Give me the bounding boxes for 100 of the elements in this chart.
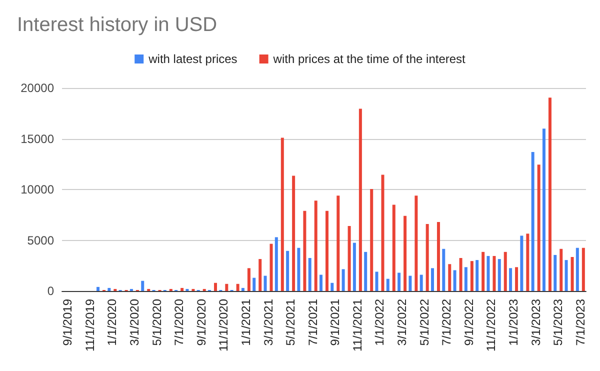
bar: [548, 98, 552, 291]
bar: [453, 270, 456, 291]
bar: [426, 224, 429, 291]
bar: [258, 259, 262, 291]
bar: [430, 268, 434, 291]
bar: [381, 174, 384, 291]
x-tick-label: 7/1/2023: [573, 298, 588, 346]
bar: [386, 278, 390, 291]
bar: [375, 272, 378, 291]
bar: [236, 284, 240, 291]
bar: [398, 272, 401, 291]
x-tick-label: 5/1/2020: [150, 298, 164, 346]
bar: [564, 260, 568, 291]
x-tick-label: 11/1/2021: [350, 298, 364, 352]
x-tick-label: 1/1/2021: [238, 298, 253, 346]
bar: [486, 256, 490, 291]
bar: [330, 282, 334, 291]
bar: [464, 267, 468, 291]
y-tick-label: 10000: [20, 182, 54, 196]
bar: [286, 250, 290, 291]
bar: [274, 237, 278, 291]
legend-label: with latest prices: [148, 52, 238, 66]
bar: [364, 252, 368, 291]
bar: [108, 288, 111, 291]
y-tick-label: 5000: [27, 233, 54, 248]
bar: [180, 288, 184, 291]
bar: [292, 176, 296, 291]
bar: [392, 204, 396, 291]
bar: [404, 216, 407, 291]
bar: [554, 254, 557, 291]
bar: [252, 278, 256, 291]
bar: [515, 267, 518, 291]
bar: [270, 244, 273, 291]
legend-label: with prices at the time of the interest: [272, 52, 466, 66]
bar: [342, 269, 345, 291]
bar: [470, 261, 474, 291]
bar: [264, 276, 267, 291]
bar: [531, 152, 534, 291]
x-tick-label: 11/1/2020: [216, 298, 231, 352]
bar: [308, 258, 312, 291]
bar: [314, 200, 318, 291]
y-tick-label: 15000: [20, 132, 54, 146]
bar: [247, 268, 250, 291]
bar: [504, 252, 507, 291]
bar: [442, 248, 446, 291]
x-tick-label: 5/1/2023: [551, 298, 566, 346]
bar: [476, 260, 479, 291]
bar: [420, 274, 423, 291]
chart-title: Interest history in USD: [17, 14, 218, 36]
x-tick-label: 9/1/2020: [194, 298, 208, 346]
bar: [370, 188, 374, 291]
bar: [358, 108, 362, 291]
x-tick-label: 9/1/2021: [328, 298, 342, 346]
bar: [280, 138, 284, 291]
bar: [498, 259, 501, 291]
bar: [542, 128, 546, 291]
bar: [96, 286, 100, 291]
bar: [576, 248, 579, 291]
bar: [560, 248, 563, 291]
bar: [537, 164, 540, 291]
y-tick-label: 20000: [20, 81, 54, 95]
bar: [297, 248, 300, 291]
x-tick-label: 11/1/2022: [484, 298, 498, 352]
x-tick-label: 5/1/2022: [417, 298, 432, 346]
bar: [414, 196, 418, 291]
x-tick-label: 3/1/2022: [395, 298, 410, 346]
bar: [303, 210, 306, 291]
x-tick-label: 9/1/2022: [462, 298, 476, 346]
bar: [408, 276, 412, 291]
bar: [348, 226, 351, 291]
x-tick-label: 3/1/2021: [261, 298, 276, 346]
x-tick-label: 7/1/2021: [306, 298, 320, 346]
bar: [448, 264, 452, 291]
bar: [214, 282, 218, 291]
bar: [336, 196, 340, 291]
bar: [241, 288, 244, 291]
bar: [436, 222, 440, 291]
x-tick-label: 1/1/2022: [372, 298, 387, 346]
x-tick-label: 7/1/2022: [440, 298, 454, 346]
bar: [482, 252, 485, 291]
bar: [320, 274, 322, 291]
x-tick-label: 5/1/2021: [284, 298, 298, 346]
bar: [141, 280, 144, 291]
bar: [526, 234, 530, 291]
x-tick-label: 3/1/2023: [528, 298, 543, 346]
y-tick-label: 0: [47, 284, 54, 298]
bar: [225, 284, 228, 291]
x-tick-label: 7/1/2020: [172, 298, 186, 346]
x-tick-label: 1/1/2023: [506, 298, 521, 346]
bar: [492, 256, 496, 291]
bar: [570, 257, 574, 291]
bar: [326, 210, 328, 291]
x-tick-label: 1/1/2020: [105, 298, 120, 346]
bar: [520, 236, 524, 291]
bar: [459, 258, 462, 291]
x-tick-label: 3/1/2020: [127, 298, 142, 346]
x-tick-label: 9/1/2019: [60, 298, 75, 346]
bar: [509, 268, 512, 291]
x-tick-label: 11/1/2019: [82, 298, 97, 352]
bar: [582, 248, 585, 291]
